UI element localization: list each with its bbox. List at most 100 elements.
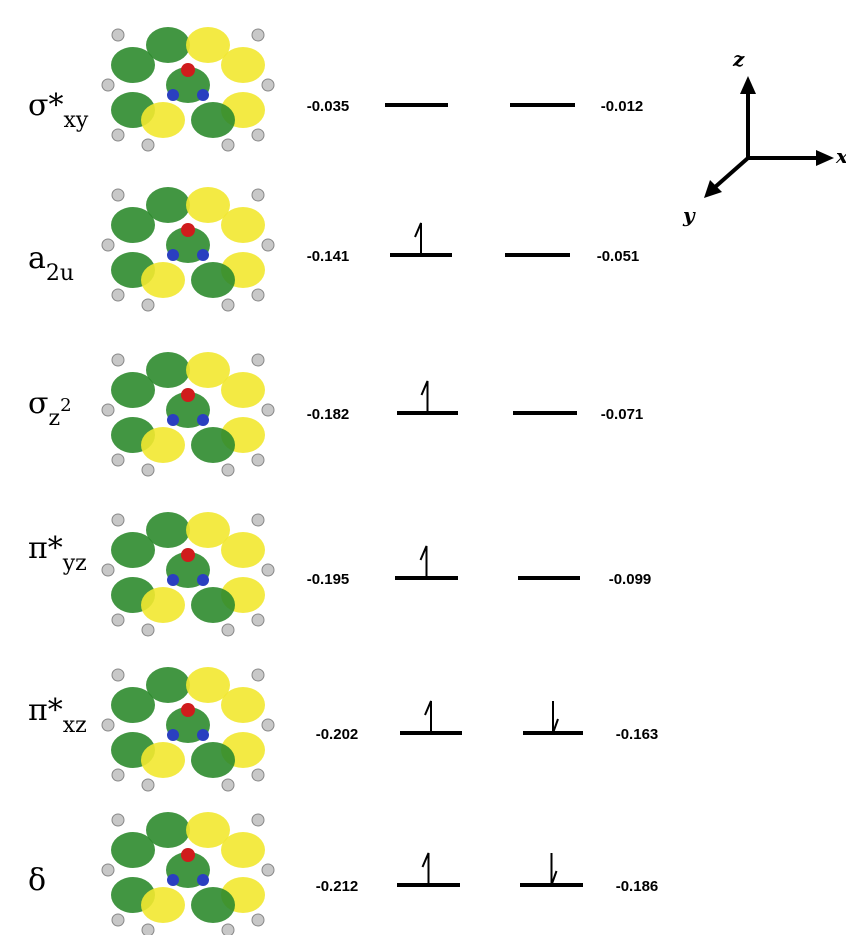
atom bbox=[251, 188, 265, 202]
beta-energy: -0.012 bbox=[601, 98, 644, 115]
atom bbox=[141, 923, 155, 935]
lobe bbox=[186, 27, 230, 63]
orbital-picture bbox=[101, 187, 275, 312]
atom bbox=[181, 223, 195, 237]
orbital-picture bbox=[101, 667, 275, 792]
lobe bbox=[141, 427, 185, 463]
atom bbox=[111, 188, 125, 202]
lobe bbox=[191, 427, 235, 463]
lobe bbox=[111, 207, 155, 243]
atom bbox=[111, 453, 125, 467]
lobe bbox=[141, 102, 185, 138]
lobe bbox=[141, 742, 185, 778]
spin-up bbox=[424, 700, 432, 733]
atom bbox=[111, 28, 125, 42]
lobe bbox=[111, 687, 155, 723]
atom bbox=[111, 613, 125, 627]
spin-up bbox=[420, 380, 429, 413]
atom bbox=[251, 453, 265, 467]
orbital-symbol: π*yz bbox=[28, 531, 87, 576]
atom bbox=[141, 623, 155, 637]
subscript: z bbox=[48, 406, 60, 431]
atom bbox=[197, 874, 209, 886]
beta-energy: -0.163 bbox=[616, 726, 659, 743]
lobe bbox=[111, 372, 155, 408]
symbol: σ bbox=[28, 386, 48, 421]
atom bbox=[261, 863, 275, 877]
atom bbox=[167, 414, 179, 426]
alpha-energy: -0.182 bbox=[307, 406, 350, 423]
lobe bbox=[191, 102, 235, 138]
orbital-symbol: π*xz bbox=[28, 693, 87, 738]
beta-energy: -0.186 bbox=[616, 878, 659, 895]
atom bbox=[111, 913, 125, 927]
z-label: z bbox=[732, 47, 745, 71]
x-label: x bbox=[835, 144, 846, 168]
atom bbox=[167, 89, 179, 101]
atom bbox=[101, 863, 115, 877]
lobe bbox=[111, 47, 155, 83]
axes-triad: z x y bbox=[682, 47, 846, 227]
lobe bbox=[221, 532, 265, 568]
subscript: yz bbox=[62, 551, 87, 576]
atom bbox=[111, 513, 125, 527]
lobe bbox=[146, 512, 190, 548]
atom bbox=[221, 138, 235, 152]
lobe bbox=[191, 262, 235, 298]
atom bbox=[181, 548, 195, 562]
subscript: xz bbox=[63, 713, 87, 738]
symbol: a bbox=[28, 241, 46, 276]
atom bbox=[251, 288, 265, 302]
atom bbox=[181, 63, 195, 77]
lobe bbox=[186, 352, 230, 388]
atom bbox=[251, 668, 265, 682]
atom bbox=[221, 778, 235, 792]
subscript: xy bbox=[63, 108, 88, 133]
alpha-energy: -0.195 bbox=[307, 571, 350, 588]
lobe bbox=[221, 372, 265, 408]
atom bbox=[101, 563, 115, 577]
lobe bbox=[186, 667, 230, 703]
lobe bbox=[191, 587, 235, 623]
atom bbox=[181, 703, 195, 717]
subscript: 2u bbox=[46, 261, 74, 286]
lobe bbox=[146, 812, 190, 848]
atom bbox=[221, 298, 235, 312]
lobe bbox=[221, 207, 265, 243]
spin-down bbox=[552, 701, 559, 734]
atom bbox=[261, 238, 275, 252]
atom bbox=[141, 463, 155, 477]
symbol: δ bbox=[28, 863, 46, 898]
spin-up bbox=[419, 545, 428, 578]
lobe bbox=[186, 512, 230, 548]
atom bbox=[261, 403, 275, 417]
lobe bbox=[141, 262, 185, 298]
atom bbox=[181, 388, 195, 402]
arrowhead bbox=[740, 76, 756, 94]
lobe bbox=[221, 832, 265, 868]
atom bbox=[167, 249, 179, 261]
lobe bbox=[191, 887, 235, 923]
atom bbox=[111, 353, 125, 367]
atom bbox=[221, 463, 235, 477]
beta-energy: -0.099 bbox=[609, 571, 652, 588]
atom bbox=[251, 513, 265, 527]
lobe bbox=[186, 187, 230, 223]
atom bbox=[251, 813, 265, 827]
atom bbox=[197, 414, 209, 426]
beta-energy: -0.051 bbox=[597, 248, 640, 265]
atom bbox=[221, 923, 235, 935]
atom bbox=[111, 668, 125, 682]
atom bbox=[111, 288, 125, 302]
orbital-symbol: a2u bbox=[28, 241, 74, 286]
atom bbox=[111, 768, 125, 782]
lobe bbox=[111, 532, 155, 568]
superscript: 2 bbox=[60, 395, 71, 416]
orbital-pictures bbox=[101, 27, 275, 935]
atom bbox=[181, 848, 195, 862]
orbital-rows: σ*xy -0.035 -0.012 a2u -0.141 -0.051 σz2 -0.182… bbox=[28, 88, 658, 898]
y-axis bbox=[712, 156, 750, 190]
orbital-picture bbox=[101, 27, 275, 152]
arrowhead bbox=[816, 150, 834, 166]
